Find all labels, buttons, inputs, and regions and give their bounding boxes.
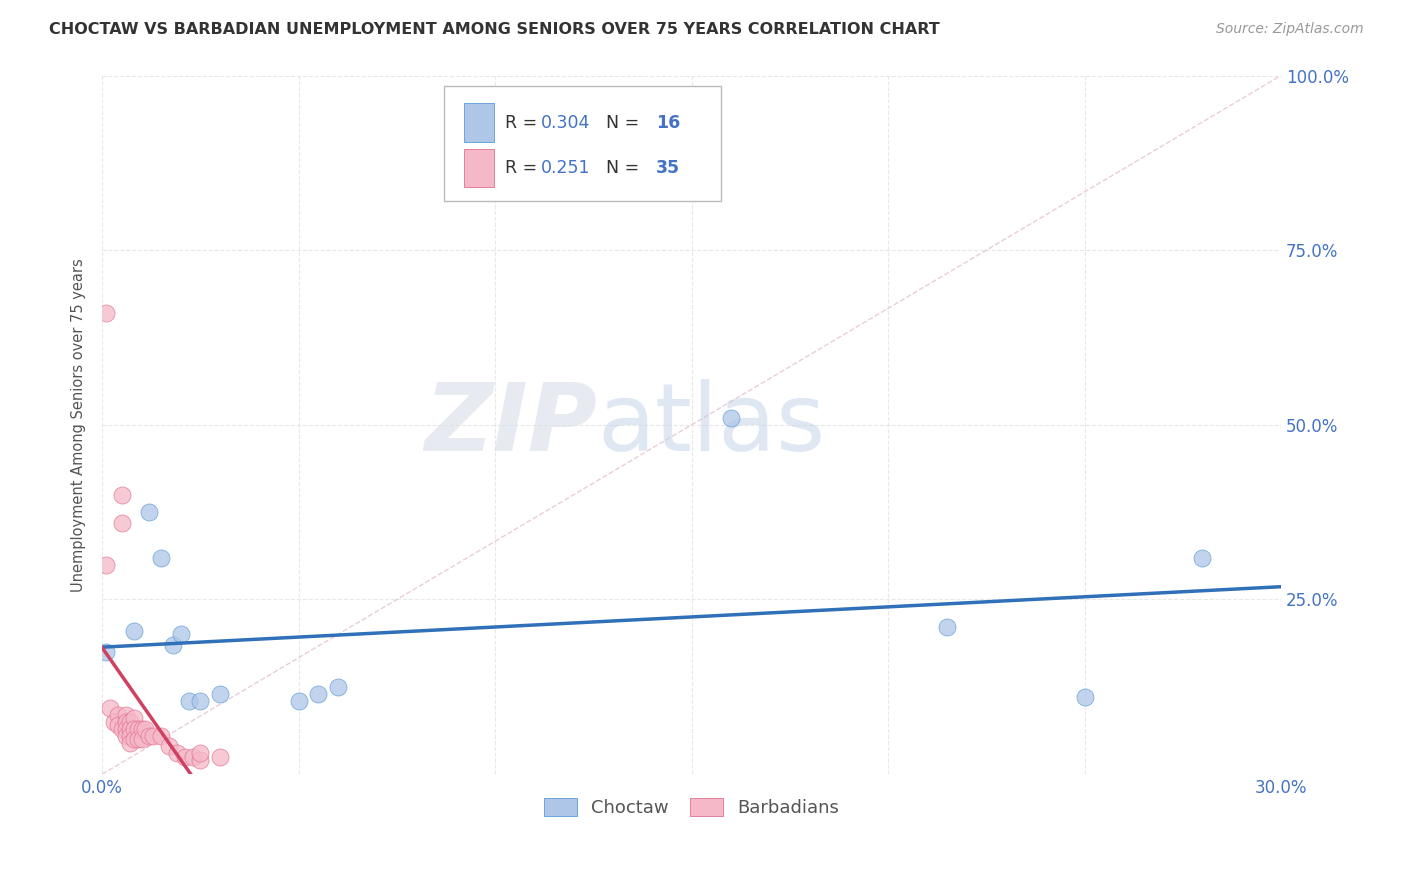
Point xyxy=(1073,690,1095,705)
Text: atlas: atlas xyxy=(598,379,825,471)
Legend: Choctaw, Barbadians: Choctaw, Barbadians xyxy=(537,790,846,824)
Point xyxy=(150,729,173,743)
Text: R =: R = xyxy=(505,113,543,132)
Point xyxy=(936,620,959,634)
Point xyxy=(142,729,165,743)
Text: N =: N = xyxy=(595,159,645,178)
Point xyxy=(111,722,134,736)
Text: 0.304: 0.304 xyxy=(541,113,591,132)
Point xyxy=(307,687,329,701)
Point xyxy=(114,722,136,736)
Point xyxy=(94,558,117,572)
Point xyxy=(209,749,232,764)
Point xyxy=(190,753,212,767)
Text: Source: ZipAtlas.com: Source: ZipAtlas.com xyxy=(1216,22,1364,37)
Point xyxy=(94,645,117,659)
Point xyxy=(166,746,188,760)
Point xyxy=(181,749,204,764)
Point xyxy=(114,729,136,743)
Point xyxy=(1191,550,1213,565)
Text: 35: 35 xyxy=(657,159,681,178)
Point xyxy=(118,714,141,729)
Text: 16: 16 xyxy=(657,113,681,132)
Bar xyxy=(464,149,494,187)
Point xyxy=(131,732,153,747)
Point xyxy=(150,550,173,565)
Point xyxy=(98,700,121,714)
Point xyxy=(127,732,149,747)
Point xyxy=(720,410,742,425)
Point xyxy=(326,680,349,694)
Point xyxy=(162,638,184,652)
Point xyxy=(122,732,145,747)
Text: ZIP: ZIP xyxy=(425,379,598,471)
Point xyxy=(134,722,156,736)
Point xyxy=(190,746,212,760)
Text: N =: N = xyxy=(595,113,645,132)
Point xyxy=(157,739,180,754)
Point xyxy=(209,687,232,701)
FancyBboxPatch shape xyxy=(444,86,721,202)
Point xyxy=(177,694,200,708)
Point xyxy=(131,722,153,736)
Point xyxy=(190,694,212,708)
Point xyxy=(107,707,129,722)
Point xyxy=(122,711,145,725)
Point xyxy=(114,714,136,729)
Text: CHOCTAW VS BARBADIAN UNEMPLOYMENT AMONG SENIORS OVER 75 YEARS CORRELATION CHART: CHOCTAW VS BARBADIAN UNEMPLOYMENT AMONG … xyxy=(49,22,941,37)
Point xyxy=(94,306,117,320)
Point xyxy=(170,627,193,641)
Point xyxy=(111,516,134,530)
Point xyxy=(127,722,149,736)
Bar xyxy=(464,103,494,142)
Point xyxy=(287,694,309,708)
Text: 0.251: 0.251 xyxy=(541,159,591,178)
Point xyxy=(118,729,141,743)
Point xyxy=(173,749,195,764)
Point xyxy=(138,505,160,519)
Text: R =: R = xyxy=(505,159,548,178)
Y-axis label: Unemployment Among Seniors over 75 years: Unemployment Among Seniors over 75 years xyxy=(72,258,86,591)
Point xyxy=(103,714,125,729)
Point xyxy=(122,624,145,638)
Point xyxy=(118,722,141,736)
Point xyxy=(138,729,160,743)
Point xyxy=(107,718,129,732)
Point xyxy=(118,736,141,750)
Point xyxy=(111,488,134,502)
Point xyxy=(114,707,136,722)
Point xyxy=(122,722,145,736)
